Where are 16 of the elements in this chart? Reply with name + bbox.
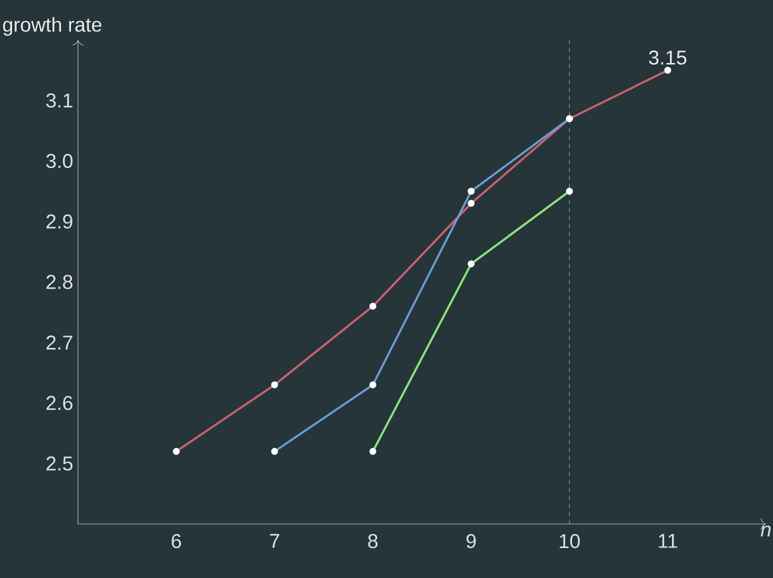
y-tick-label: 2.8 bbox=[46, 274, 72, 290]
x-axis-title: n bbox=[760, 526, 771, 536]
x-tick-label: 7 bbox=[270, 534, 280, 548]
x-tick-label: 11 bbox=[658, 534, 678, 548]
annotation: 3.15 bbox=[649, 50, 686, 65]
y-tick-label: 2.6 bbox=[46, 396, 72, 410]
y-tick-label: 2.7 bbox=[46, 336, 72, 350]
y-tick-label: 2.9 bbox=[46, 214, 72, 229]
x-tick-label: 6 bbox=[172, 534, 181, 548]
y-tick-label: 3.0 bbox=[46, 154, 72, 168]
y-tick-label: 3.1 bbox=[46, 93, 72, 108]
y-tick-label: 2.5 bbox=[46, 456, 72, 471]
y-axis-title: growth rate bbox=[3, 17, 102, 36]
x-tick-label: 10 bbox=[560, 534, 580, 548]
x-tick-label: 8 bbox=[368, 534, 378, 548]
x-tick-label: 9 bbox=[466, 534, 476, 548]
